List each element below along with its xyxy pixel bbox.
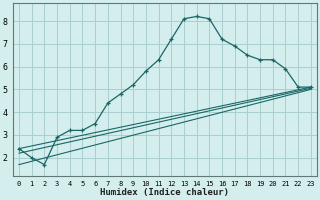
X-axis label: Humidex (Indice chaleur): Humidex (Indice chaleur)	[100, 188, 229, 197]
